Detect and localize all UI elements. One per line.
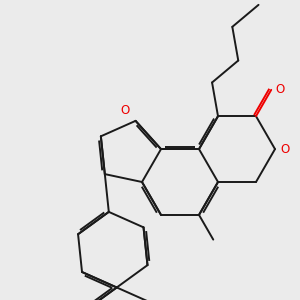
Text: O: O: [280, 142, 289, 156]
Text: O: O: [120, 104, 130, 117]
Text: O: O: [275, 83, 284, 96]
